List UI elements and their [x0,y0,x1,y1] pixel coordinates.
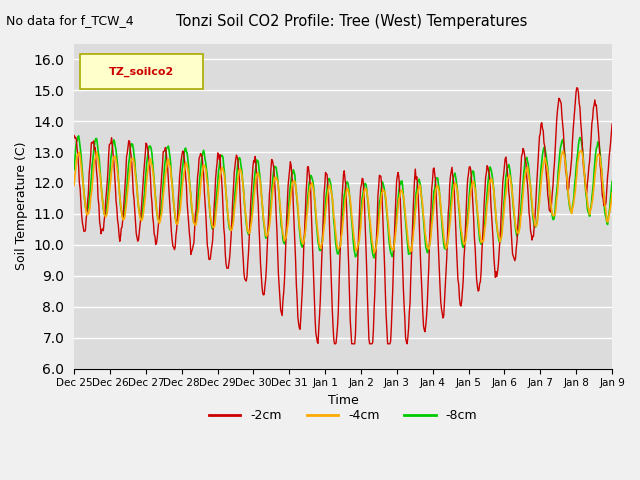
Legend: -2cm, -4cm, -8cm: -2cm, -4cm, -8cm [204,404,483,427]
Text: TZ_soilco2: TZ_soilco2 [109,66,174,76]
X-axis label: Time: Time [328,394,358,407]
FancyBboxPatch shape [79,54,204,89]
Text: No data for f_TCW_4: No data for f_TCW_4 [6,14,134,27]
Text: Tonzi Soil CO2 Profile: Tree (West) Temperatures: Tonzi Soil CO2 Profile: Tree (West) Temp… [176,14,528,29]
Y-axis label: Soil Temperature (C): Soil Temperature (C) [15,142,28,270]
